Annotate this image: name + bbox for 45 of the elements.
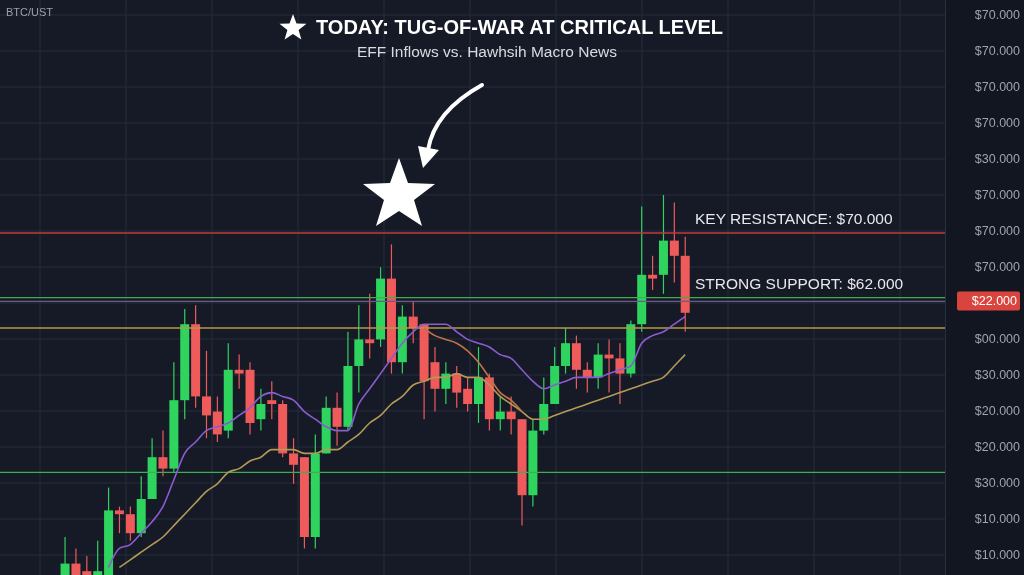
text: $10.000 [974, 548, 1021, 562]
candlestick [506, 395, 516, 435]
candlestick [202, 350, 211, 439]
candlestick [158, 430, 168, 477]
candlestick [71, 547, 81, 575]
text: $70.000 [974, 188, 1021, 202]
candlestick [452, 365, 462, 409]
text: $20.000 [974, 404, 1021, 418]
candlestick [332, 392, 342, 447]
candlestick [125, 506, 135, 542]
text: $70.000 [974, 80, 1021, 94]
candlestick [365, 293, 375, 359]
text: STRONG SUPPORT: $62.000 [695, 274, 904, 292]
candlestick [648, 255, 658, 291]
text: $70.000 [974, 260, 1021, 274]
candlestick [60, 536, 70, 575]
text: $22.000 [971, 294, 1018, 309]
text: $70.000 [974, 224, 1021, 238]
chart-subtitle: EFF Inflows vs. Hawhsih Macro News [356, 43, 618, 60]
chart-title: TODAY: TUG-OF-WAR AT CRITICAL LEVEL [316, 16, 724, 38]
candlestick [561, 327, 571, 375]
text: $30.000 [974, 152, 1021, 166]
text: $00.000 [974, 332, 1021, 346]
text: $30.000 [974, 368, 1021, 382]
candlestick [463, 376, 473, 413]
text: $70.000 [974, 44, 1021, 58]
candlestick [495, 395, 505, 432]
candlestick [582, 361, 592, 394]
text: $70.000 [974, 116, 1021, 130]
text: $70.000 [974, 8, 1021, 22]
candlestick [234, 354, 244, 390]
candlestick [256, 388, 266, 432]
text: $20.000 [974, 440, 1021, 454]
candlestick [114, 506, 124, 534]
text: $10.000 [974, 512, 1021, 526]
candlestick [669, 202, 679, 283]
candlestick [93, 540, 103, 575]
text: $30.000 [974, 476, 1021, 490]
text: BTC/UST [6, 6, 54, 18]
candlestick [615, 342, 625, 405]
candlestick [593, 342, 603, 390]
text: KEY RESISTANCE: $70.000 [695, 210, 893, 227]
candlestick [289, 437, 299, 485]
candlestick [267, 380, 277, 420]
candlestick [82, 555, 92, 575]
